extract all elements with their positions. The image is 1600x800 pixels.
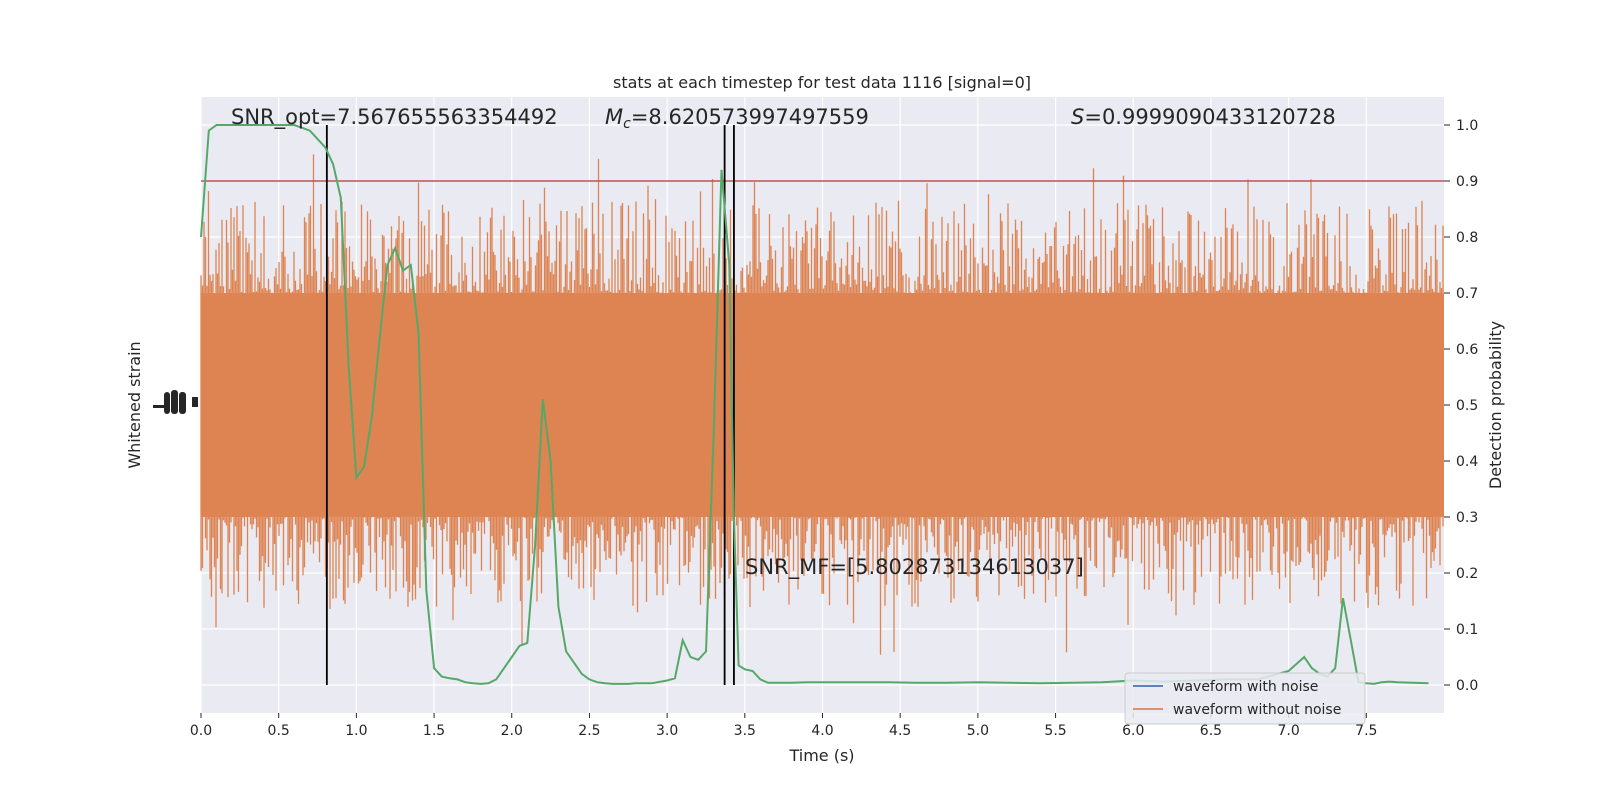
x-tick-label: 1.5 [423, 723, 445, 739]
mc-symbol: M [605, 105, 623, 129]
y-axis-label-right: Detection probability [1486, 321, 1505, 489]
annotation-mc: Mc=8.620573997497559 [605, 105, 869, 132]
annotation-snr-mf: SNR_MF=[5.802873134613037] [745, 555, 1084, 580]
mc-value: =8.620573997497559 [631, 105, 869, 129]
x-tick-label: 3.0 [656, 723, 678, 739]
legend-label-with-noise: waveform with noise [1173, 679, 1318, 695]
x-tick-label: 5.0 [967, 723, 989, 739]
y-tick-label-right: 0.9 [1456, 174, 1478, 190]
left-tick-blob-5 [192, 397, 198, 407]
s-value: =0.9999090433120728 [1084, 105, 1335, 129]
mc-subscript: c [623, 116, 631, 132]
y-tick-label-right: 0.4 [1456, 454, 1478, 470]
x-tick-label: 2.0 [501, 723, 523, 739]
left-tick-blob-3 [179, 392, 186, 414]
legend-label-without-noise: waveform without noise [1173, 702, 1341, 718]
legend: waveform with noise waveform without noi… [1124, 672, 1366, 725]
x-tick-label: 0.0 [190, 723, 212, 739]
y-tick-label-right: 1.0 [1456, 118, 1478, 134]
x-tick-label: 7.5 [1355, 723, 1377, 739]
annotation-s: S=0.9999090433120728 [1071, 105, 1336, 129]
y-tick-label-right: 0.2 [1456, 566, 1478, 582]
x-tick-label: 0.5 [268, 723, 290, 739]
x-tick-label: 6.5 [1200, 723, 1222, 739]
y-tick-label-right: 0.1 [1456, 622, 1478, 638]
x-tick-label: 4.0 [811, 723, 833, 739]
x-axis-label: Time (s) [788, 746, 854, 765]
y-axis-label-left: Whitened strain [125, 341, 144, 468]
y-tick-label-right: 0.6 [1456, 342, 1478, 358]
annotation-snr-opt: SNR_opt=7.567655563354492 [231, 105, 558, 130]
left-axis-overlapping-ticks [153, 390, 198, 414]
legend-box [1124, 672, 1366, 725]
x-tick-label: 2.5 [578, 723, 600, 739]
chart-title: stats at each timestep for test data 111… [613, 73, 1031, 92]
y-tick-label-right: 0.0 [1456, 678, 1478, 694]
y-tick-label-right: 0.3 [1456, 510, 1478, 526]
left-tick-blob-1 [164, 392, 170, 414]
y-tick-label-right: 0.5 [1456, 398, 1478, 414]
left-tick-blob-2 [171, 390, 178, 414]
y-tick-label-right: 0.7 [1456, 286, 1478, 302]
x-tick-label: 7.0 [1277, 723, 1299, 739]
x-tick-label: 4.5 [889, 723, 911, 739]
x-tick-label: 3.5 [734, 723, 756, 739]
noise-spikes [200, 154, 1444, 655]
y-tick-label-right: 0.8 [1456, 230, 1478, 246]
x-tick-label: 5.5 [1044, 723, 1066, 739]
axes: 0.0 0.5 1.0 1.5 2.0 2.5 3.0 3.5 4.0 4.5 5.0 5.5 6.0 6… [190, 118, 1478, 739]
s-symbol: S [1071, 105, 1084, 129]
noise-series-without-noise [200, 154, 1444, 655]
x-tick-label: 6.0 [1122, 723, 1144, 739]
left-tick-blob-4 [153, 405, 165, 408]
x-tick-label: 1.0 [345, 723, 367, 739]
